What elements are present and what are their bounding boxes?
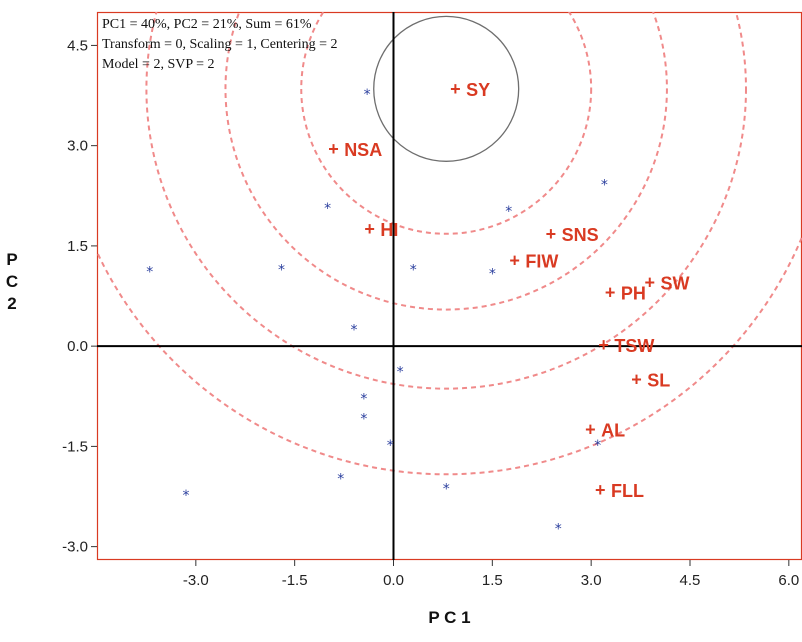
trait-al: + AL <box>585 420 625 441</box>
x-tick-label: 4.5 <box>680 572 701 589</box>
trait-label: TSW <box>614 336 654 356</box>
trait-plus-marker: + <box>364 219 375 239</box>
trait-label: HI <box>380 220 398 240</box>
info-line: Transform = 0, Scaling = 1, Centering = … <box>102 37 337 52</box>
genotype-marker: * <box>443 481 450 497</box>
y-axis-title: PC 2 <box>6 250 18 313</box>
trait-label: SW <box>660 274 689 294</box>
x-tick-label: 0.0 <box>383 572 404 589</box>
trait-sy: + SY <box>450 79 490 100</box>
trait-nsa: + NSA <box>328 139 382 160</box>
y-tick-label: 0.0 <box>67 338 88 355</box>
trait-label: SL <box>647 371 670 391</box>
trait-label: FIW <box>525 252 558 272</box>
trait-fiw: + FIW <box>509 251 558 272</box>
genotype-marker: * <box>505 204 512 220</box>
trait-sns: + SNS <box>546 224 599 245</box>
genotype-marker: * <box>360 411 367 427</box>
y-axis-title-char: 2 <box>7 294 16 313</box>
y-tick-label: 1.5 <box>67 238 88 255</box>
trait-tsw: + TSW <box>598 335 654 356</box>
y-axis-title-char: P <box>6 250 17 269</box>
genotype-marker: * <box>489 266 496 282</box>
genotype-markers: * * * * * * * * * * * * * * * * * * <box>146 87 608 537</box>
genotype-marker: * <box>594 438 601 454</box>
trait-plus-marker: + <box>605 283 616 303</box>
y-axis-ticks: -3.0 -1.5 0.0 1.5 3.0 4.5 <box>62 37 97 556</box>
origin-axes <box>97 12 802 560</box>
plot-frame <box>96 11 802 561</box>
x-tick-label: 6.0 <box>778 572 799 589</box>
genotype-marker: * <box>364 87 371 103</box>
trait-plus-marker: + <box>595 480 606 500</box>
trait-markers: + SY+ NSA+ HI + SNS+ FIW+ SW+ PH+ TSW+ SL+ AL+ FLL <box>328 79 689 501</box>
concentric-circle-1 <box>300 12 593 235</box>
genotype-marker: * <box>337 471 344 487</box>
genotype-marker: * <box>555 522 562 538</box>
trait-fll: + FLL <box>595 480 644 501</box>
trait-hi: + HI <box>364 219 398 240</box>
y-tick-label: 4.5 <box>67 37 88 54</box>
ideal-circle <box>373 15 520 162</box>
trait-sw: + SW <box>644 273 689 294</box>
genotype-marker: * <box>397 365 404 381</box>
concentric-circle-2 <box>224 12 668 311</box>
trait-plus-marker: + <box>585 420 596 440</box>
y-axis-title-char: C <box>6 272 18 291</box>
x-axis-ticks: -3.0 -1.5 0.0 1.5 3.0 4.5 6.0 <box>183 560 799 589</box>
trait-label: NSA <box>344 140 382 160</box>
info-box: PC1 = 40%, PC2 = 21%, Sum = 61% Transform… <box>102 17 337 72</box>
genotype-marker: * <box>278 262 285 278</box>
concentric-circles <box>97 12 802 476</box>
trait-plus-marker: + <box>644 273 655 293</box>
x-tick-label: -3.0 <box>183 572 209 589</box>
trait-plus-marker: + <box>328 139 339 159</box>
x-axis-title: P C 1 <box>428 608 470 627</box>
concentric-circle-4 <box>97 234 802 476</box>
x-tick-label: 1.5 <box>482 572 503 589</box>
trait-plus-marker: + <box>598 335 609 355</box>
genotype-marker: * <box>360 391 367 407</box>
genotype-marker: * <box>410 262 417 278</box>
trait-label: SY <box>466 80 490 100</box>
trait-label: FLL <box>611 481 644 501</box>
trait-plus-marker: + <box>631 370 642 390</box>
genotype-marker: * <box>182 488 189 504</box>
trait-sl: + SL <box>631 370 670 391</box>
trait-label: SNS <box>562 225 599 245</box>
trait-plus-marker: + <box>450 79 461 99</box>
y-tick-label: 3.0 <box>67 138 88 155</box>
genotype-marker: * <box>324 201 331 217</box>
trait-label: PH <box>621 284 646 304</box>
trait-plus-marker: + <box>546 224 557 244</box>
genotype-marker: * <box>387 438 394 454</box>
trait-plus-marker: + <box>509 251 520 271</box>
info-line: Model = 2, SVP = 2 <box>102 57 215 72</box>
info-line: PC1 = 40%, PC2 = 21%, Sum = 61% <box>102 17 312 32</box>
x-tick-label: -1.5 <box>282 572 308 589</box>
genotype-marker: * <box>601 177 608 193</box>
genotype-marker: * <box>350 322 357 338</box>
trait-label: AL <box>601 421 625 441</box>
genotype-marker: * <box>146 264 153 280</box>
trait-ph: + PH <box>605 283 646 304</box>
y-tick-label: -1.5 <box>62 438 88 455</box>
concentric-circle-3 <box>145 12 747 390</box>
x-tick-label: 3.0 <box>581 572 602 589</box>
y-tick-label: -3.0 <box>62 539 88 556</box>
